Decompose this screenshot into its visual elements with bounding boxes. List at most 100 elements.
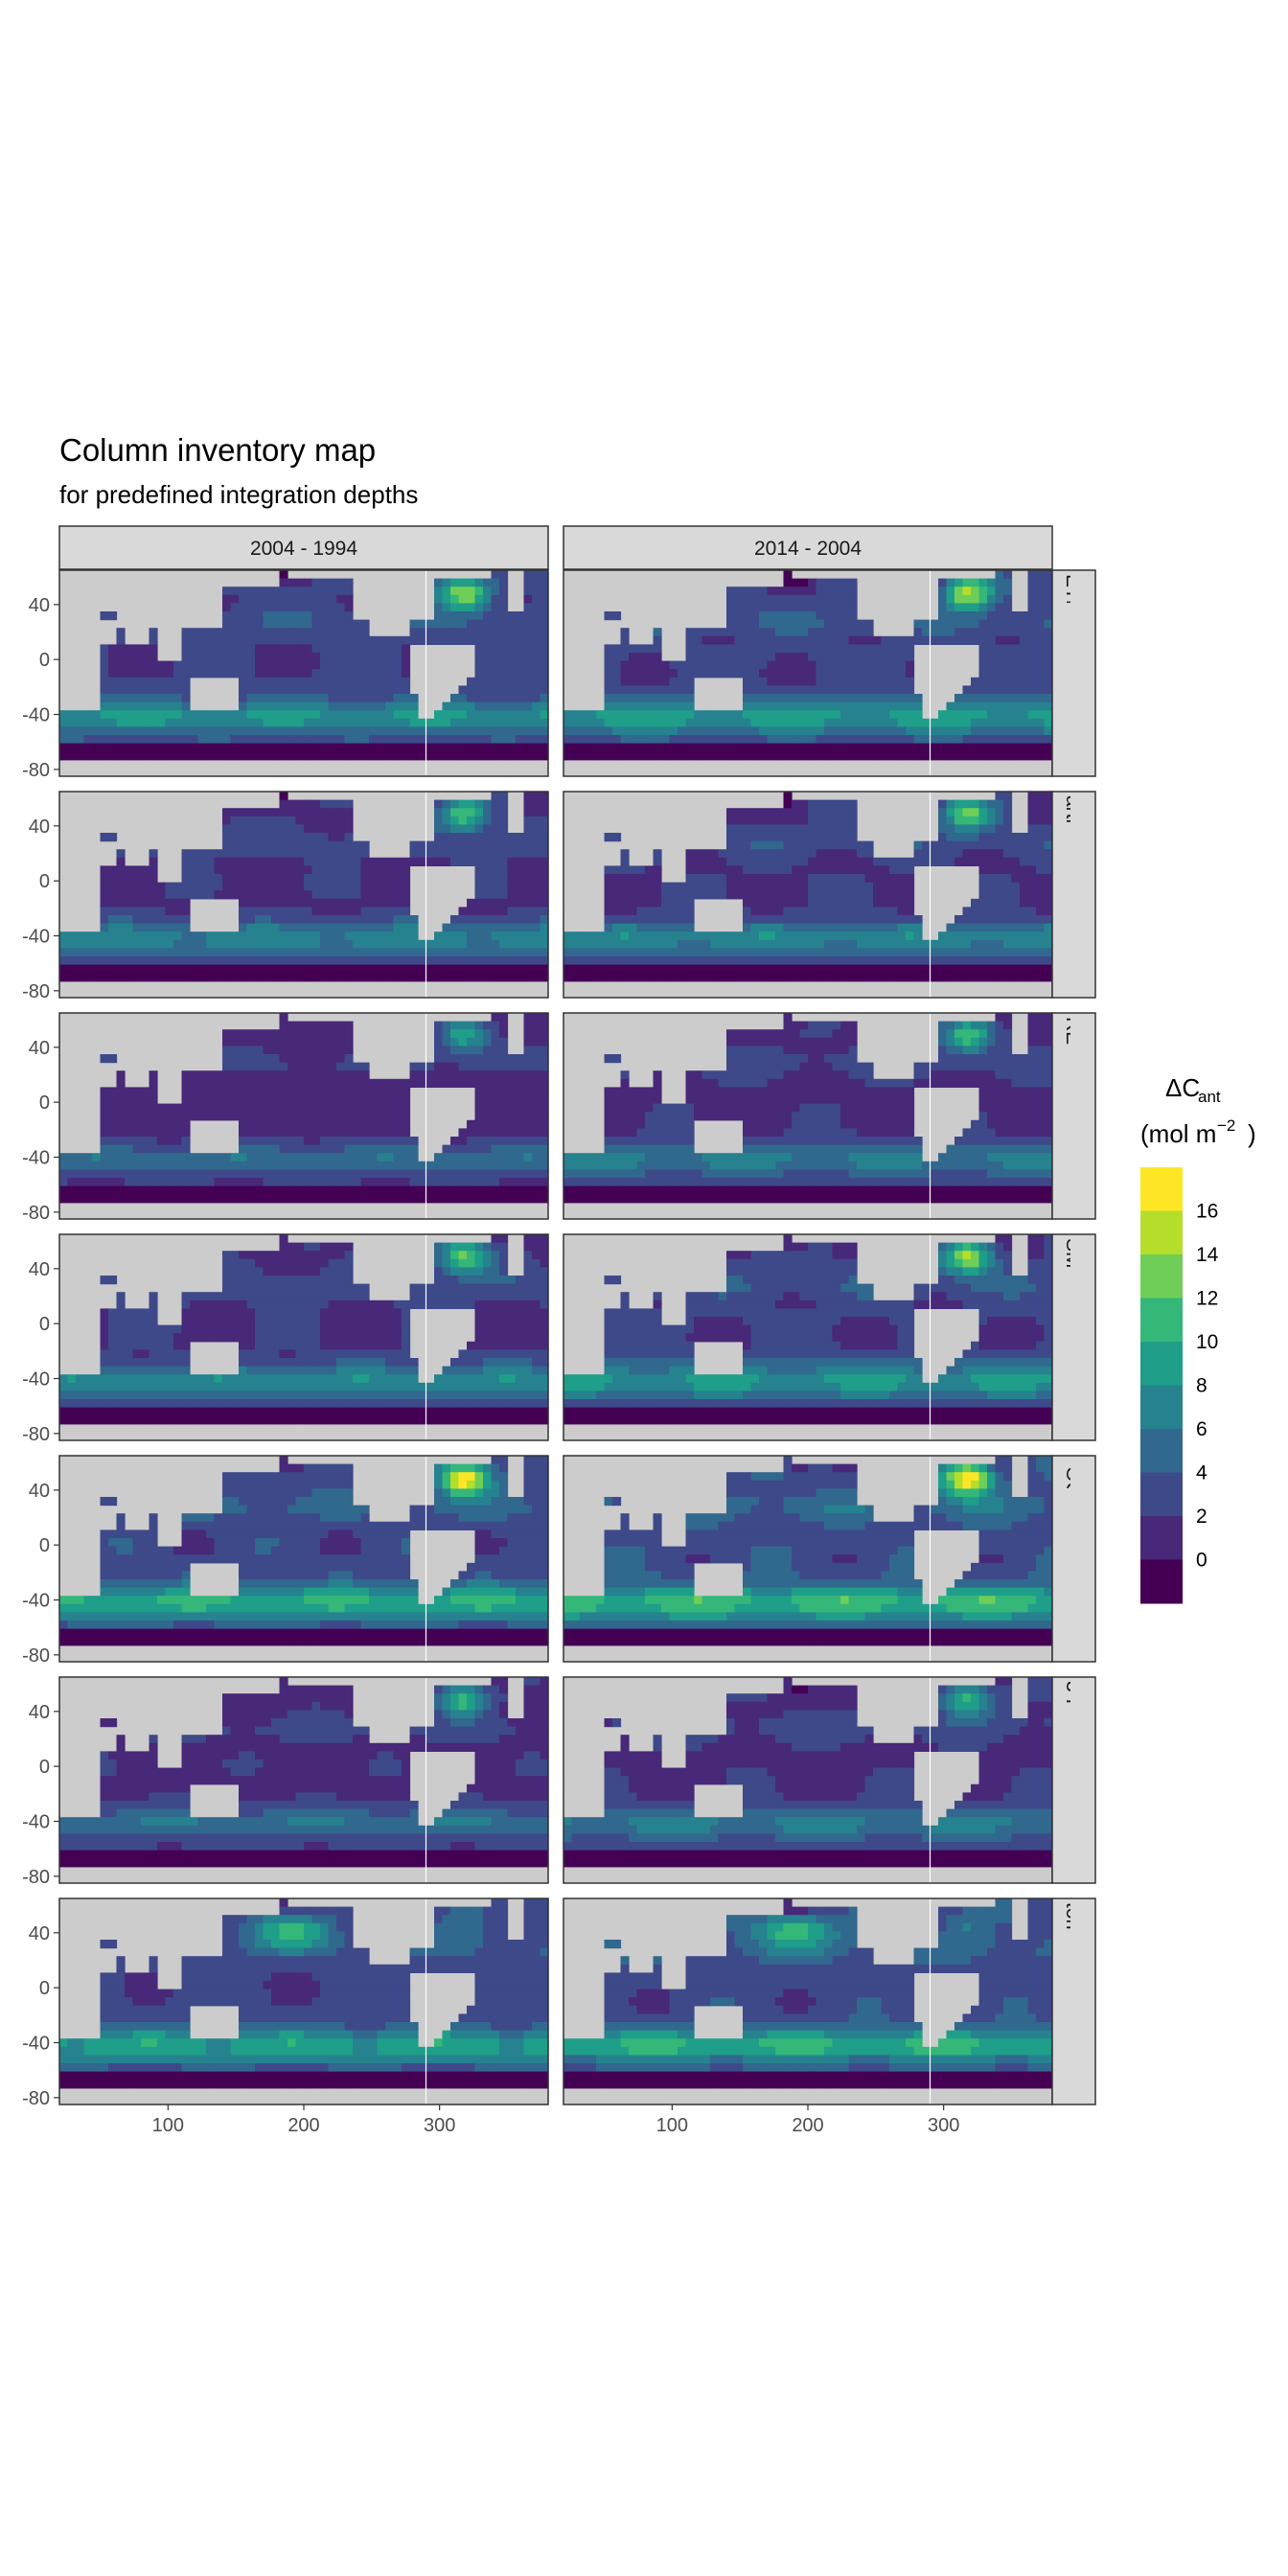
map-cell (873, 956, 883, 966)
map-cell (1036, 939, 1046, 949)
map-cell (848, 635, 858, 645)
map-cell (467, 840, 476, 850)
map-cell (540, 603, 549, 612)
map-cell (344, 694, 354, 703)
map-cell (743, 619, 752, 629)
map-cell (971, 635, 980, 645)
map-cell (255, 964, 264, 974)
map-cell (344, 644, 354, 654)
map-cell (92, 735, 102, 745)
map-cell (377, 865, 386, 875)
map-cell (197, 1095, 207, 1105)
map-cell (702, 726, 711, 736)
map-cell (685, 702, 695, 711)
map-cell (540, 915, 549, 925)
map-cell (775, 751, 785, 761)
map-cell (1036, 677, 1046, 686)
map-cell (328, 586, 337, 596)
map-cell (710, 751, 720, 761)
map-cell (987, 973, 997, 982)
map-cell (499, 973, 509, 982)
row-strip: arth3_3D_ALL_v202 (1051, 791, 1096, 999)
map-cell (173, 923, 183, 932)
map-cell (409, 1169, 419, 1179)
map-cell (311, 1087, 321, 1096)
map-cell (157, 743, 167, 752)
map-cell (190, 669, 199, 678)
map-cell (604, 611, 613, 621)
map-cell (344, 1087, 354, 1096)
map-cell (100, 735, 109, 745)
map-cell (1003, 816, 1013, 825)
map-cell (532, 1169, 541, 1179)
map-cell (132, 653, 142, 662)
map-cell (987, 710, 997, 720)
map-cell (336, 973, 346, 982)
map-cell (978, 890, 988, 900)
map-cell (181, 1137, 191, 1146)
map-cell (239, 751, 248, 761)
map-cell (418, 718, 427, 727)
map-cell (100, 898, 109, 908)
map-cell (230, 890, 240, 900)
map-cell (377, 1128, 386, 1138)
map-cell (612, 611, 622, 621)
map-cell (873, 710, 883, 720)
map-cell (946, 628, 955, 637)
map-cell (532, 1029, 541, 1039)
map-cell (83, 718, 93, 727)
map-cell (507, 1095, 517, 1105)
map-cell (157, 956, 167, 966)
map-cell (222, 1194, 232, 1204)
map-cell (377, 1169, 386, 1179)
map-cell (181, 973, 191, 982)
map-cell (759, 808, 769, 817)
map-cell (873, 973, 883, 982)
map-cell (100, 973, 109, 982)
y-tick-label: -80 (22, 760, 50, 781)
map-cell (718, 669, 727, 678)
map-cell (726, 743, 736, 752)
map-cell (954, 603, 964, 612)
map-cell (743, 973, 752, 982)
map-cell (304, 882, 313, 891)
map-cell (661, 710, 671, 720)
map-cell (311, 1037, 321, 1046)
map-cell (304, 857, 313, 866)
map-cell (1044, 874, 1053, 884)
map-cell (288, 1119, 297, 1129)
map-cell (149, 1095, 158, 1105)
map-cell (734, 710, 744, 720)
map-cell (426, 849, 435, 859)
map-cell (190, 718, 199, 727)
map-cell (141, 702, 150, 711)
map-cell (279, 594, 288, 604)
map-cell (564, 956, 573, 966)
map-cell (288, 1137, 297, 1146)
map-cell (336, 586, 346, 596)
map-cell (694, 865, 703, 875)
map-cell (1020, 932, 1029, 941)
map-cell (263, 751, 272, 761)
map-cell (239, 669, 248, 678)
map-cell (255, 718, 264, 727)
map-cell (336, 611, 346, 621)
map-cell (328, 628, 337, 637)
map-cell (239, 726, 248, 736)
map-cell (685, 660, 695, 670)
map-cell (523, 743, 533, 752)
map-cell (344, 857, 354, 866)
map-cell (685, 751, 695, 761)
map-cell (978, 849, 988, 859)
map-cell (344, 890, 354, 900)
map-cell (157, 1144, 167, 1154)
map-cell (59, 964, 69, 974)
map-cell (832, 799, 841, 809)
map-cell (1044, 973, 1053, 982)
map-cell (385, 915, 395, 925)
map-cell (255, 619, 264, 629)
map-cell (718, 874, 727, 884)
map-cell (596, 932, 606, 941)
map-cell (743, 948, 752, 957)
map-cell (718, 948, 727, 957)
